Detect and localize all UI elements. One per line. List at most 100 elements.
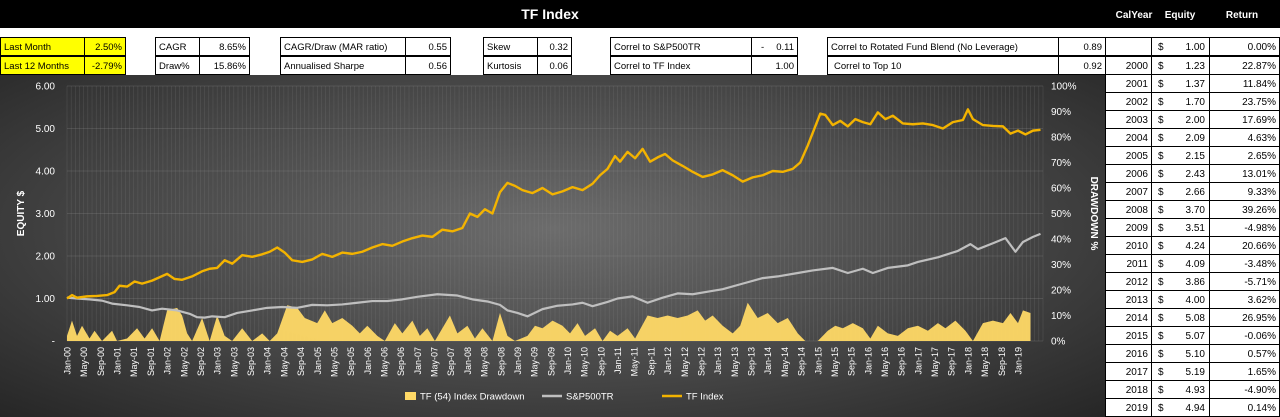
yearly-return: 3.62% (1209, 290, 1280, 309)
yearly-currency: $ (1158, 259, 1164, 270)
yearly-equity: $5.10 (1151, 344, 1210, 363)
x-tick-label: Sep-12 (696, 347, 706, 376)
y2-tick-label: 0% (1051, 337, 1066, 348)
header-calyear: CalYear (1115, 10, 1153, 21)
base-equity-value: 1.00 (1185, 42, 1205, 53)
yearly-row: 2005 $2.15 2.65% (1105, 146, 1280, 165)
yearly-equity: $2.15 (1151, 146, 1210, 165)
x-tick-label: May-07 (430, 347, 440, 377)
y-tick-label: 2.00 (36, 252, 56, 263)
legend-label: TF Index (686, 392, 724, 403)
yearly-year: 2001 (1105, 74, 1152, 93)
y2-tick-label: 100% (1051, 82, 1077, 93)
correl-sp-number: 0.11 (776, 42, 794, 53)
x-tick-label: May-00 (79, 347, 89, 377)
x-tick-label: Sep-05 (346, 347, 356, 376)
yearly-currency: $ (1158, 367, 1164, 378)
x-tick-label: Sep-16 (897, 347, 907, 376)
sp500tr-line (66, 232, 1041, 319)
yearly-year: 2018 (1105, 380, 1152, 399)
yearly-year: 2006 (1105, 164, 1152, 183)
x-tick-label: May-15 (830, 347, 840, 377)
x-tick-label: Jan-01 (113, 347, 123, 375)
yearly-return: -4.98% (1209, 218, 1280, 237)
x-tick-label: Jan-05 (313, 347, 323, 375)
x-tick-label: Sep-15 (847, 347, 857, 376)
yearly-currency: $ (1158, 187, 1164, 198)
x-tick-label: Jan-09 (513, 347, 523, 375)
yearly-return: -3.48% (1209, 254, 1280, 273)
yearly-row: 2000 $1.23 22.87% (1105, 56, 1280, 75)
yearly-equity: $4.00 (1151, 290, 1210, 309)
x-tick-label: May-08 (480, 347, 490, 377)
x-tick-label: May-18 (980, 347, 990, 377)
x-tick-label: Sep-10 (596, 347, 606, 376)
yearly-return: 13.01% (1209, 164, 1280, 183)
yearly-row: 2001 $1.37 11.84% (1105, 74, 1280, 93)
skew-label: Skew (483, 37, 538, 56)
x-tick-label: Sep-14 (797, 347, 807, 376)
x-tick-label: Sep-01 (146, 347, 156, 376)
yearly-currency: $ (1158, 79, 1164, 90)
yearly-year: 2015 (1105, 326, 1152, 345)
yearly-equity-value: 1.37 (1185, 79, 1205, 90)
y-tick-label: 4.00 (36, 167, 56, 178)
yearly-row: 2007 $2.66 9.33% (1105, 182, 1280, 201)
y-tick-label: 6.00 (36, 82, 56, 93)
x-tick-label: Jan-07 (413, 347, 423, 375)
y2-axis-title: DRAWDOWN % (1088, 177, 1099, 251)
yearly-currency: $ (1158, 205, 1164, 216)
x-tick-label: Sep-07 (446, 347, 456, 376)
drawpct-label: Draw% (155, 56, 200, 75)
x-tick-label: Sep-08 (496, 347, 506, 376)
tf-index-line (66, 108, 1041, 300)
yearly-row: 2017 $5.19 1.65% (1105, 362, 1280, 381)
correl-top-label: Correl to Top 10 (827, 56, 1059, 75)
y2-tick-label: 70% (1051, 158, 1071, 169)
yearly-equity: $1.37 (1151, 74, 1210, 93)
last-12-value: -2.79% (84, 56, 126, 75)
y2-tick-label: 50% (1051, 209, 1071, 220)
x-tick-label: Sep-03 (246, 347, 256, 376)
yearly-equity: $5.07 (1151, 326, 1210, 345)
yearly-currency: $ (1158, 97, 1164, 108)
correl-rot-value: 0.89 (1058, 37, 1106, 56)
yearly-equity-value: 4.93 (1185, 385, 1205, 396)
yearly-year: 2017 (1105, 362, 1152, 381)
yearly-return: 39.26% (1209, 200, 1280, 219)
x-tick-label: Jan-14 (763, 347, 773, 375)
mar-label: CAGR/Draw (MAR ratio) (280, 37, 406, 56)
correl-sp-value: -0.11 (751, 37, 798, 56)
correl-sp-sign: - (761, 42, 765, 53)
yearly-currency: $ (1158, 349, 1164, 360)
yearly-equity-value: 4.94 (1185, 403, 1205, 414)
yearly-currency: $ (1158, 295, 1164, 306)
correl-tf-label: Correl to TF Index (610, 56, 752, 75)
yearly-equity: $5.08 (1151, 308, 1210, 327)
x-tick-label: Jan-03 (213, 347, 223, 375)
yearly-year: 2000 (1105, 56, 1152, 75)
yearly-equity-value: 3.70 (1185, 205, 1205, 216)
base-return: 0.00% (1209, 37, 1280, 56)
yearly-year: 2019 (1105, 398, 1152, 417)
yearly-row: 2004 $2.09 4.63% (1105, 128, 1280, 147)
yearly-row: 2014 $5.08 26.95% (1105, 308, 1280, 327)
x-tick-label: Jan-10 (563, 347, 573, 375)
base-currency: $ (1158, 42, 1164, 53)
yearly-year: 2014 (1105, 308, 1152, 327)
yearly-equity-value: 5.10 (1185, 349, 1205, 360)
x-tick-label: Jan-19 (1013, 347, 1023, 375)
yearly-equity-value: 5.07 (1185, 331, 1205, 342)
yearly-currency: $ (1158, 385, 1164, 396)
x-tick-label: May-13 (730, 347, 740, 377)
yearly-currency: $ (1158, 403, 1164, 414)
x-tick-label: Sep-17 (947, 347, 957, 376)
yearly-equity-value: 5.19 (1185, 367, 1205, 378)
cagr-value: 8.65% (199, 37, 250, 56)
last-12-label: Last 12 Months (0, 56, 85, 75)
x-tick-label: Sep-02 (196, 347, 206, 376)
x-tick-label: Jan-04 (263, 347, 273, 375)
yearly-row: 2019 $4.94 0.14% (1105, 398, 1280, 417)
yearly-equity: $2.66 (1151, 182, 1210, 201)
yearly-equity: $4.93 (1151, 380, 1210, 399)
